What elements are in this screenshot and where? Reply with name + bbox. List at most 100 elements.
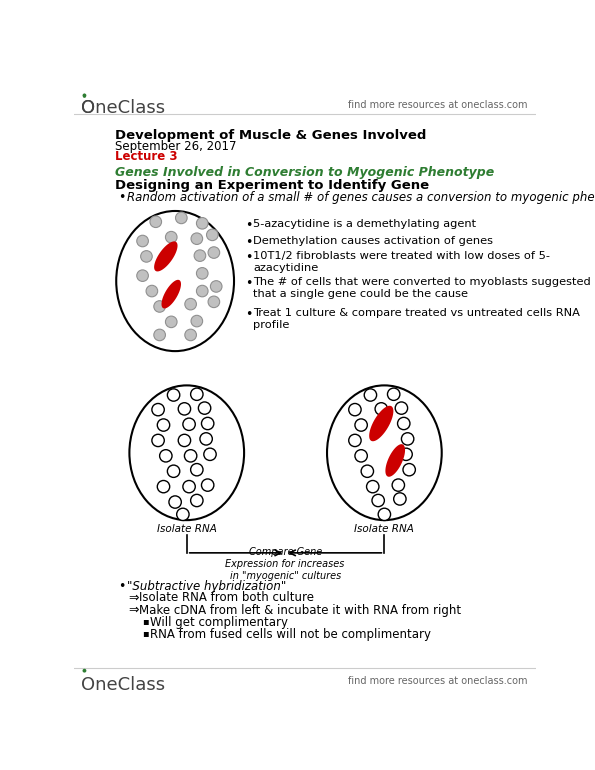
Text: ▪: ▪ [143, 628, 149, 638]
Polygon shape [161, 280, 181, 309]
Circle shape [204, 448, 216, 460]
Text: Lecture 3: Lecture 3 [115, 150, 177, 163]
Circle shape [400, 448, 412, 460]
Circle shape [190, 464, 203, 476]
Circle shape [349, 434, 361, 447]
Text: •: • [245, 219, 252, 233]
Circle shape [196, 217, 208, 229]
Circle shape [137, 270, 148, 281]
Circle shape [154, 330, 165, 340]
Circle shape [157, 419, 170, 431]
Circle shape [202, 479, 214, 491]
Polygon shape [154, 241, 177, 272]
Circle shape [83, 668, 86, 673]
Circle shape [349, 403, 361, 416]
Text: 10T1/2 fibroblasts were treated with low doses of 5-
azacytidine: 10T1/2 fibroblasts were treated with low… [253, 251, 550, 273]
Circle shape [83, 94, 86, 97]
Text: •: • [245, 251, 252, 264]
Circle shape [196, 285, 208, 296]
Circle shape [167, 389, 180, 401]
Circle shape [378, 508, 390, 521]
Text: Will get complimentary: Will get complimentary [151, 616, 289, 629]
Text: Random activation of a small # of genes causes a conversion to myogenic phenotyp: Random activation of a small # of genes … [127, 191, 595, 204]
Text: Isolate RNA from both culture: Isolate RNA from both culture [139, 591, 315, 604]
Circle shape [355, 450, 367, 462]
Circle shape [387, 388, 400, 400]
Circle shape [191, 233, 203, 244]
Circle shape [183, 418, 195, 430]
Text: 5-azacytidine is a demethylating agent: 5-azacytidine is a demethylating agent [253, 219, 477, 229]
Circle shape [364, 389, 377, 401]
Text: OneClass: OneClass [80, 99, 165, 116]
Text: September 26, 2017: September 26, 2017 [115, 140, 236, 153]
Circle shape [185, 330, 196, 340]
Text: Designing an Experiment to Identify Gene: Designing an Experiment to Identify Gene [115, 179, 429, 192]
Circle shape [402, 433, 414, 445]
Circle shape [176, 212, 187, 223]
Circle shape [167, 465, 180, 477]
Text: The # of cells that were converted to myoblasts suggested
that a single gene cou: The # of cells that were converted to my… [253, 277, 591, 299]
Circle shape [211, 280, 222, 292]
Circle shape [178, 434, 190, 447]
Text: RNA from fused cells will not be complimentary: RNA from fused cells will not be complim… [151, 628, 431, 641]
Circle shape [397, 417, 410, 430]
Circle shape [169, 496, 181, 508]
Circle shape [190, 388, 203, 400]
Text: Isolate RNA: Isolate RNA [355, 524, 414, 534]
Circle shape [196, 268, 208, 279]
Circle shape [190, 494, 203, 507]
Text: O: O [80, 99, 95, 116]
Text: find more resources at oneclass.com: find more resources at oneclass.com [348, 676, 528, 686]
Circle shape [392, 479, 405, 491]
Circle shape [157, 480, 170, 493]
Circle shape [185, 298, 196, 310]
Text: •: • [118, 191, 126, 204]
Circle shape [206, 229, 218, 240]
Circle shape [367, 480, 379, 493]
Circle shape [159, 450, 172, 462]
Circle shape [165, 231, 177, 243]
Polygon shape [84, 94, 85, 97]
Circle shape [361, 465, 374, 477]
Circle shape [178, 403, 190, 415]
Circle shape [208, 296, 220, 307]
Polygon shape [369, 406, 393, 441]
Circle shape [198, 402, 211, 414]
Circle shape [184, 450, 197, 462]
Polygon shape [386, 444, 405, 477]
Text: •: • [118, 580, 126, 593]
Circle shape [177, 508, 189, 521]
Text: "Subtractive hybridization": "Subtractive hybridization" [127, 580, 286, 593]
Text: Make cDNA from left & incubate it with RNA from right: Make cDNA from left & incubate it with R… [139, 604, 462, 617]
Ellipse shape [129, 385, 244, 521]
Circle shape [150, 216, 162, 228]
Circle shape [208, 246, 220, 258]
Text: •: • [245, 277, 252, 290]
Circle shape [200, 433, 212, 445]
Ellipse shape [327, 385, 441, 521]
Text: •: • [245, 308, 252, 321]
Text: ⇒: ⇒ [129, 591, 139, 604]
Circle shape [165, 316, 177, 327]
Circle shape [191, 316, 203, 326]
Text: Development of Muscle & Genes Involved: Development of Muscle & Genes Involved [115, 129, 426, 142]
Text: Demethylation causes activation of genes: Demethylation causes activation of genes [253, 236, 493, 246]
Circle shape [183, 480, 195, 493]
Text: Genes Involved in Conversion to Myogenic Phenotype: Genes Involved in Conversion to Myogenic… [115, 166, 494, 179]
Circle shape [152, 403, 164, 416]
Circle shape [194, 249, 206, 261]
Circle shape [372, 494, 384, 507]
Text: Isolate RNA: Isolate RNA [157, 524, 217, 534]
Circle shape [375, 403, 387, 415]
Text: find more resources at oneclass.com: find more resources at oneclass.com [348, 100, 528, 110]
Text: OneClass: OneClass [80, 676, 165, 694]
Circle shape [140, 250, 152, 262]
Text: Compare Gene
Expression for increases
in "myogenic" cultures: Compare Gene Expression for increases in… [226, 547, 345, 581]
Circle shape [355, 419, 367, 431]
Text: •: • [245, 236, 252, 249]
Circle shape [137, 236, 148, 246]
Circle shape [395, 402, 408, 414]
Circle shape [154, 300, 165, 312]
Circle shape [403, 464, 415, 476]
Circle shape [146, 285, 158, 296]
